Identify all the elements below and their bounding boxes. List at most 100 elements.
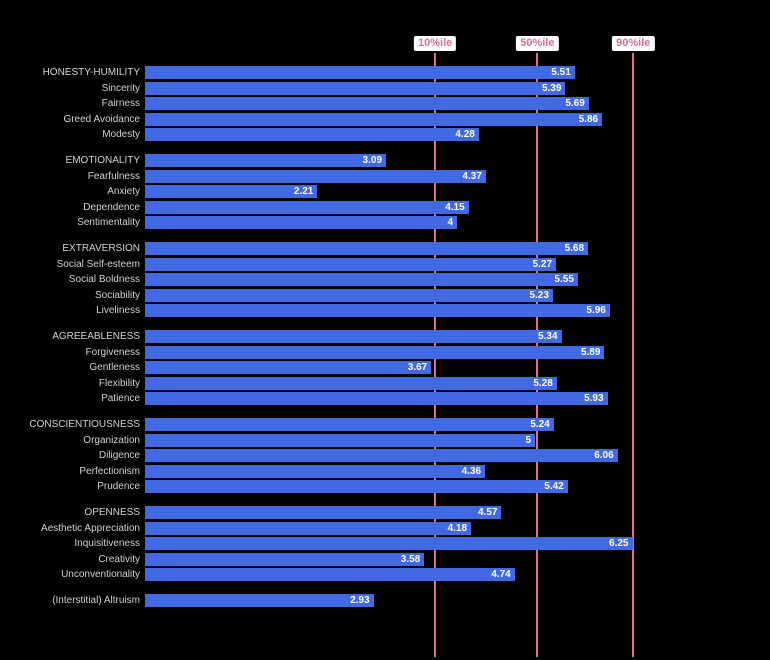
- bar-value: 5.93: [584, 393, 604, 404]
- bar-row: Modesty 4.28: [0, 128, 770, 141]
- bar: 2.93: [145, 594, 374, 607]
- bar: 5: [145, 433, 535, 447]
- bar-value: 5: [525, 434, 531, 446]
- bar: 5.34: [145, 330, 562, 343]
- bar-row: AGREEABLENESS 5.34: [0, 330, 770, 343]
- bar-value: 4.18: [447, 522, 468, 534]
- bar-label: Flexibility: [98, 377, 140, 389]
- bar-row: EXTRAVERSION 5.68: [0, 242, 770, 255]
- bar-value: 4.15: [445, 201, 465, 213]
- bar: 5.42: [145, 480, 568, 493]
- bar-value: 3.67: [407, 362, 428, 373]
- bar-value: 5.68: [564, 243, 585, 254]
- bar-value: 6.06: [594, 450, 614, 461]
- bar-value: 5.51: [551, 67, 571, 78]
- bar-value: 3.09: [362, 155, 383, 166]
- bar-row: (Interstitial) Altruism 2.93: [0, 594, 770, 607]
- bar-row: Social Boldness 5.55: [0, 273, 770, 286]
- bar-row: OPENNESS 4.57: [0, 506, 770, 519]
- bar-row: Patience 5.93: [0, 392, 770, 405]
- bar-label: Creativity: [98, 553, 140, 565]
- bar: 5.68: [145, 242, 589, 255]
- bar: 5.93: [145, 392, 608, 405]
- bar: 5.24: [145, 418, 554, 431]
- bar: 4.37: [145, 169, 486, 183]
- bar-row: Prudence 5.42: [0, 480, 770, 493]
- bar-value: 5.42: [544, 481, 564, 492]
- bar-value: 4.57: [477, 507, 498, 518]
- bars-area: HONESTY-HUMILITY 5.51 Sincerity 5.39 Fairnes…: [0, 66, 770, 620]
- bar: 5.69: [145, 97, 589, 110]
- bar: 5.55: [145, 273, 578, 286]
- bar-row: HONESTY-HUMILITY 5.51: [0, 66, 770, 79]
- bar-value: 5.24: [530, 419, 550, 430]
- bar-value: 5.55: [554, 274, 574, 285]
- bar-value: 5.34: [538, 331, 558, 342]
- bar: 6.25: [145, 537, 633, 550]
- bar-row: EMOTIONALITY 3.09: [0, 154, 770, 167]
- bar-label: (Interstitial) Altruism: [52, 595, 140, 606]
- bar: 4.15: [145, 200, 469, 214]
- bar-value: 5.89: [580, 346, 601, 358]
- bar-row: Anxiety 2.21: [0, 185, 770, 198]
- bar-label: EXTRAVERSION: [62, 243, 140, 254]
- bar-label: Dependence: [83, 201, 140, 213]
- bar-label: Inquisitiveness: [74, 538, 140, 549]
- bar-label: EMOTIONALITY: [65, 155, 140, 166]
- bar-group: OPENNESS 4.57 Aesthetic Appreciation 4.18 In…: [0, 506, 770, 581]
- bar-row: Flexibility 5.28: [0, 376, 770, 390]
- bar-row: CONSCIENTIOUSNESS 5.24: [0, 418, 770, 431]
- bar-value: 6.25: [609, 538, 629, 549]
- bar-row: Sentimentality 4: [0, 216, 770, 229]
- bar-row: Sincerity 5.39: [0, 81, 770, 95]
- bar-value: 4: [447, 217, 453, 228]
- bar-label: Fairness: [101, 98, 140, 109]
- bar-value: 2.93: [350, 595, 370, 606]
- bar-value: 5.86: [578, 113, 599, 125]
- bar-row: Fearfulness 4.37: [0, 169, 770, 183]
- bar-label: Sincerity: [101, 82, 140, 94]
- bar-row: Social Self-esteem 5.27: [0, 257, 770, 271]
- bar-label: Social Self-esteem: [56, 258, 140, 270]
- bar: 4.74: [145, 568, 515, 581]
- bar-group: (Interstitial) Altruism 2.93: [0, 594, 770, 607]
- bar-row: Dependence 4.15: [0, 200, 770, 214]
- bar: 5.51: [145, 66, 575, 79]
- bar-label: Unconventionality: [61, 569, 140, 580]
- bar-value: 4.28: [455, 129, 475, 140]
- bar-label: Greed Avoidance: [63, 113, 140, 125]
- bar-value: 5.96: [586, 305, 606, 316]
- percentile-label: 90%ile: [612, 36, 655, 51]
- bar-label: Anxiety: [107, 186, 140, 197]
- bar-value: 5.27: [532, 258, 553, 270]
- bar-group: EMOTIONALITY 3.09 Fearfulness 4.37 Anxiety 2.…: [0, 154, 770, 229]
- bar-row: Liveliness 5.96: [0, 304, 770, 317]
- bar-label: Forgiveness: [85, 346, 140, 358]
- bar-label: Gentleness: [89, 362, 140, 373]
- bar-row: Inquisitiveness 6.25: [0, 537, 770, 550]
- bar-label: OPENNESS: [84, 507, 140, 518]
- bar-row: Fairness 5.69: [0, 97, 770, 110]
- bar-label: Prudence: [97, 481, 140, 492]
- bar: 5.23: [145, 288, 553, 302]
- bar-row: Unconventionality 4.74: [0, 568, 770, 581]
- bar-value: 5.28: [533, 377, 553, 389]
- bar-label: Social Boldness: [68, 274, 140, 285]
- bar-row: Organization 5: [0, 433, 770, 447]
- percentile-label: 10%ile: [414, 36, 457, 51]
- bar-label: Liveliness: [96, 305, 140, 316]
- bar-label: Organization: [83, 434, 140, 446]
- bar-row: Sociability 5.23: [0, 288, 770, 302]
- bar-value: 2.21: [293, 186, 314, 197]
- bar-label: Perfectionism: [79, 465, 140, 477]
- bar-value: 3.58: [400, 553, 421, 565]
- bar-group: EXTRAVERSION 5.68 Social Self-esteem 5.27 So…: [0, 242, 770, 317]
- bar: 4.57: [145, 506, 502, 519]
- bar: 4.28: [145, 128, 479, 141]
- bar-value: 5.23: [529, 289, 549, 301]
- bar: 5.96: [145, 304, 610, 317]
- bar: 3.67: [145, 361, 432, 374]
- bar: 4.36: [145, 464, 486, 478]
- percentile-label: 50%ile: [516, 36, 559, 51]
- bar-label: Modesty: [102, 129, 140, 140]
